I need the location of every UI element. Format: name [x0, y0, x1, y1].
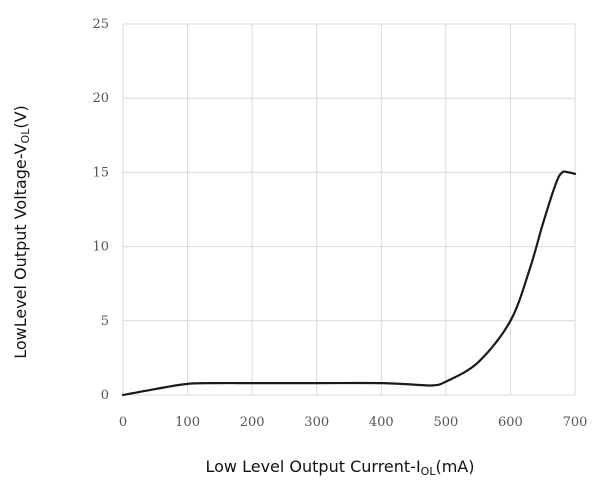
x-tick-label-4: 400 [369, 415, 394, 430]
x-tick-labels: 0 100 200 300 400 500 600 700 [119, 415, 588, 430]
y-tick-label-4: 20 [92, 91, 109, 106]
grid [122, 23, 576, 396]
y-axis-title: LowLevel Output Voltage-VOL(V) [11, 105, 32, 359]
y-tick-labels: 0 5 10 15 20 25 [92, 17, 109, 403]
x-axis-title: Low Level Output Current-IOL(mA) [206, 457, 475, 478]
series-line-0 [121, 170, 577, 397]
x-tick-label-2: 200 [240, 415, 265, 430]
x-tick-label-0: 0 [119, 415, 127, 430]
x-tick-label-5: 500 [433, 415, 458, 430]
series-lines [121, 170, 577, 397]
y-tick-label-1: 5 [101, 314, 109, 329]
y-tick-label-3: 15 [92, 165, 109, 180]
y-tick-label-2: 10 [92, 240, 109, 255]
x-tick-label-6: 600 [498, 415, 523, 430]
y-tick-label-5: 25 [92, 17, 109, 32]
y-tick-label-0: 0 [101, 388, 109, 403]
x-tick-label-3: 300 [304, 415, 329, 430]
x-tick-label-7: 700 [563, 415, 588, 430]
x-tick-label-1: 100 [175, 415, 200, 430]
